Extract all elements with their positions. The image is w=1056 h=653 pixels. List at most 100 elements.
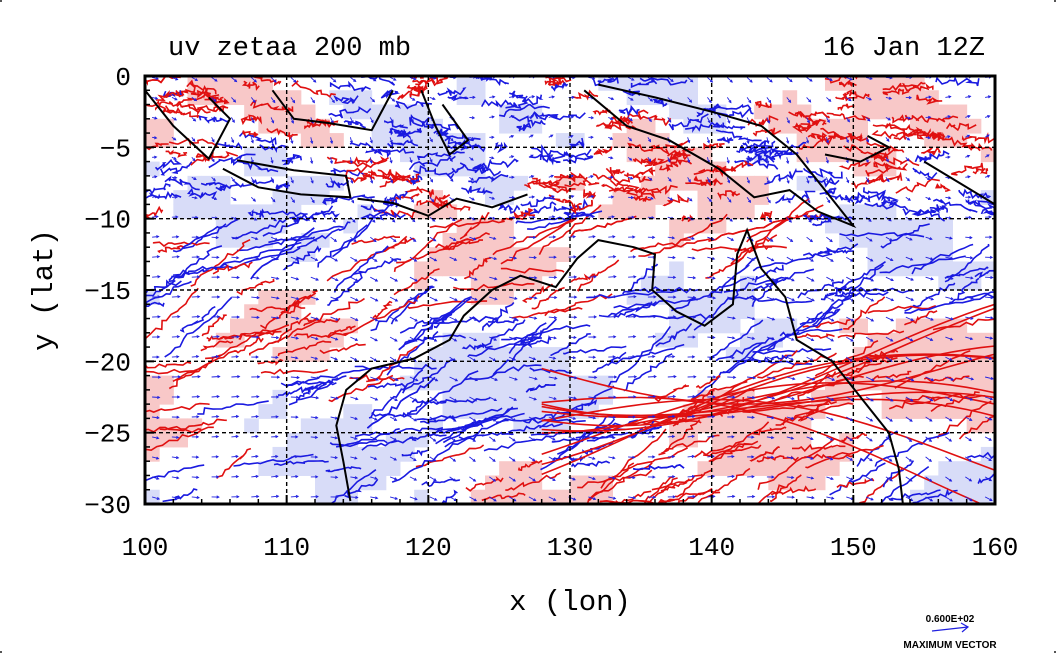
vorticity-contour bbox=[145, 142, 169, 151]
wind-vector bbox=[389, 356, 397, 362]
wind-vector-head bbox=[310, 140, 314, 145]
wind-vector-head bbox=[949, 256, 954, 260]
vorticity-contour bbox=[453, 282, 535, 292]
wind-vector-head bbox=[472, 95, 476, 99]
vorticity-shading bbox=[740, 446, 755, 462]
vorticity-contour bbox=[708, 216, 794, 242]
wind-vector-head bbox=[790, 416, 795, 420]
wind-vector-head bbox=[613, 275, 617, 279]
vorticity-contour bbox=[586, 427, 660, 442]
vorticity-contour bbox=[541, 303, 995, 432]
vorticity-contour bbox=[275, 182, 290, 191]
vorticity-shading bbox=[938, 133, 953, 148]
vorticity-contour bbox=[538, 204, 602, 255]
vorticity-contour bbox=[895, 178, 940, 194]
wind-vector-head bbox=[671, 434, 676, 439]
vector-legend-caption: MAXIMUM VECTOR bbox=[903, 640, 997, 651]
vorticity-contour bbox=[694, 440, 759, 458]
wind-vector-head bbox=[612, 415, 617, 419]
wind-vector bbox=[469, 396, 477, 402]
wind-vector-head bbox=[811, 278, 815, 282]
vorticity-shading bbox=[697, 204, 713, 220]
wind-vector-head bbox=[691, 236, 695, 240]
wind-vector-head bbox=[290, 160, 294, 164]
wind-vector-head bbox=[711, 474, 716, 478]
wind-vector bbox=[290, 197, 295, 203]
vorticity-shading bbox=[683, 118, 698, 134]
wind-vector-head bbox=[332, 219, 336, 223]
vorticity-contour bbox=[393, 218, 463, 273]
wind-vector-head bbox=[350, 120, 354, 124]
wind-vector-head bbox=[771, 297, 776, 301]
vorticity-contour bbox=[882, 460, 915, 488]
wind-vector-head bbox=[613, 375, 618, 379]
wind-vector bbox=[647, 355, 655, 358]
wind-vector bbox=[667, 415, 675, 418]
wind-vector bbox=[885, 496, 893, 501]
wind-vector bbox=[171, 76, 178, 81]
vorticity-contour bbox=[361, 436, 414, 451]
wind-vector-head bbox=[811, 377, 816, 381]
vorticity-contour bbox=[293, 332, 350, 339]
wind-vector-head bbox=[712, 296, 717, 300]
vorticity-shading bbox=[570, 389, 585, 405]
wind-vector bbox=[310, 276, 319, 281]
wind-vector bbox=[746, 216, 753, 222]
vorticity-shading bbox=[754, 432, 769, 448]
wind-vector bbox=[330, 356, 338, 361]
wind-vector bbox=[290, 495, 299, 498]
wind-vector-head bbox=[275, 336, 280, 340]
wind-vector-head bbox=[329, 140, 334, 145]
vorticity-contour bbox=[871, 129, 907, 140]
vorticity-shading bbox=[725, 432, 741, 448]
vorticity-contour bbox=[715, 107, 754, 119]
vorticity-contour bbox=[851, 173, 884, 190]
wind-vector-head bbox=[948, 458, 952, 462]
wind-vector-head bbox=[632, 415, 636, 419]
wind-vector-head bbox=[256, 375, 261, 379]
wind-vector-head bbox=[195, 455, 200, 459]
vorticity-contour bbox=[756, 484, 786, 504]
wind-vector-head bbox=[255, 256, 260, 260]
wind-vector bbox=[350, 97, 355, 103]
wind-vector-head bbox=[355, 495, 359, 500]
wind-vector bbox=[489, 496, 497, 502]
vorticity-contour bbox=[541, 391, 995, 419]
wind-vector-head bbox=[831, 278, 835, 282]
vorticity-shading bbox=[966, 461, 982, 476]
vorticity-contour bbox=[277, 340, 332, 357]
vorticity-contour bbox=[465, 475, 504, 492]
wind-vector-head bbox=[491, 196, 496, 200]
vorticity-contour bbox=[499, 103, 550, 118]
wind-vector-head bbox=[990, 296, 994, 300]
wind-vector-head bbox=[431, 198, 435, 203]
vorticity-shading bbox=[541, 261, 557, 277]
wind-vector-head bbox=[988, 458, 992, 461]
wind-vector-head bbox=[433, 458, 437, 462]
wind-vector-head bbox=[374, 476, 378, 480]
wind-vector-head bbox=[869, 418, 874, 422]
wind-vector-head bbox=[235, 434, 239, 439]
vorticity-shading bbox=[145, 161, 160, 177]
wind-vector-head bbox=[270, 140, 274, 144]
wind-vector-head bbox=[866, 139, 869, 143]
wind-vector-head bbox=[533, 397, 537, 401]
wind-vector-head bbox=[334, 258, 339, 262]
vorticity-contour bbox=[393, 268, 440, 296]
wind-vector-head bbox=[156, 476, 160, 480]
vorticity-contour bbox=[273, 459, 329, 467]
wind-vector bbox=[449, 436, 456, 442]
y-tick-label: −5 bbox=[100, 134, 131, 164]
wind-vector-head bbox=[930, 378, 935, 382]
wind-vector-head bbox=[869, 238, 873, 242]
wind-vector bbox=[171, 336, 180, 338]
vorticity-contour bbox=[410, 84, 427, 94]
wind-vector-head bbox=[532, 438, 536, 441]
vorticity-contour bbox=[541, 398, 995, 471]
wind-vector bbox=[370, 396, 378, 401]
wind-vector-head bbox=[989, 498, 993, 501]
wind-vector bbox=[667, 435, 675, 438]
wind-vector-head bbox=[413, 418, 417, 422]
wind-vector bbox=[152, 236, 159, 238]
wind-vector bbox=[984, 476, 992, 481]
